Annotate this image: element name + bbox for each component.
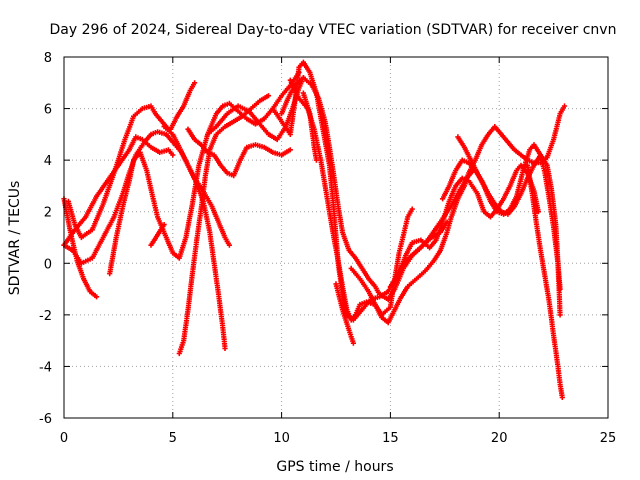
- x-tick-label: 5: [169, 431, 177, 446]
- y-tick-label: 2: [44, 206, 52, 221]
- y-tick-label: 6: [44, 103, 52, 118]
- y-tick-label: -2: [39, 309, 52, 324]
- x-tick-label: 15: [382, 431, 399, 446]
- data-points: [61, 59, 568, 400]
- series-markers: [333, 281, 356, 346]
- y-tick-label: 4: [44, 154, 52, 169]
- data-series: [333, 281, 356, 346]
- data-series: [161, 124, 228, 351]
- series-markers: [455, 134, 563, 292]
- chart-title: Day 296 of 2024, Sidereal Day-to-day VTE…: [50, 22, 617, 38]
- data-series: [107, 69, 302, 277]
- data-series: [300, 90, 319, 163]
- y-tick-label: -6: [39, 412, 52, 427]
- x-tick-label: 0: [60, 431, 68, 446]
- y-tick-label: 0: [44, 257, 52, 272]
- series-markers: [161, 124, 228, 351]
- data-series: [168, 80, 198, 132]
- plot-area-border: [63, 56, 609, 419]
- x-axis-label: GPS time / hours: [276, 459, 393, 475]
- data-series: [287, 77, 415, 323]
- series-markers: [524, 162, 565, 400]
- y-tick-label: 8: [44, 51, 52, 66]
- data-series: [65, 103, 171, 241]
- y-axis-label: SDTVAR / TECUs: [7, 181, 23, 296]
- series-markers: [168, 80, 198, 132]
- data-series: [185, 126, 293, 179]
- x-tick-label: 20: [491, 431, 508, 446]
- series-markers: [287, 77, 415, 323]
- series-markers: [107, 69, 302, 277]
- data-series: [524, 162, 565, 400]
- data-series: [176, 93, 272, 357]
- axis-ticks: 0 5 10 15 20 25 -6 -4 -2 0 2 4 6 8: [39, 51, 616, 446]
- series-markers: [300, 90, 319, 163]
- series-markers: [176, 93, 272, 357]
- x-tick-label: 10: [273, 431, 290, 446]
- x-tick-label: 25: [600, 431, 617, 446]
- data-series: [455, 134, 563, 292]
- series-markers: [185, 126, 293, 179]
- series-markers: [148, 222, 167, 248]
- data-series: [148, 222, 167, 248]
- series-markers: [65, 103, 171, 241]
- y-tick-label: -4: [39, 360, 52, 375]
